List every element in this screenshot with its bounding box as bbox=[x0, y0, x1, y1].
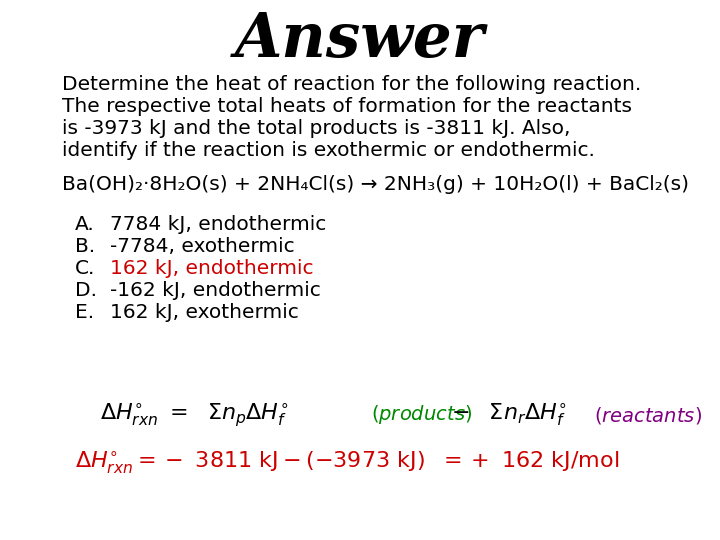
Text: The respective total heats of formation for the reactants: The respective total heats of formation … bbox=[62, 97, 632, 116]
Text: is -3973 kJ and the total products is -3811 kJ. Also,: is -3973 kJ and the total products is -3… bbox=[62, 119, 570, 138]
Text: $\it{\Delta H}_{rxn}^{\circ}$$ = - \ 3811\ \rm{kJ} - (-3973\ \rm{kJ})\ \ = + \ 1: $\it{\Delta H}_{rxn}^{\circ}$$ = - \ 381… bbox=[75, 450, 619, 476]
Text: Ba(OH)₂·8H₂O(s) + 2NH₄Cl(s) → 2NH₃(g) + 10H₂O(l) + BaCl₂(s): Ba(OH)₂·8H₂O(s) + 2NH₄Cl(s) → 2NH₃(g) + … bbox=[62, 175, 689, 194]
Text: $\it{(products)}$: $\it{(products)}$ bbox=[371, 403, 472, 427]
Text: 162 kJ, endothermic: 162 kJ, endothermic bbox=[110, 259, 313, 278]
Text: 7784 kJ, endothermic: 7784 kJ, endothermic bbox=[110, 215, 326, 234]
Text: D.: D. bbox=[75, 281, 97, 300]
Text: A.: A. bbox=[75, 215, 95, 234]
Text: E.: E. bbox=[75, 303, 94, 322]
Text: $\it{(reactants)}$: $\it{(reactants)}$ bbox=[594, 404, 702, 426]
Text: C.: C. bbox=[75, 259, 95, 278]
Text: B.: B. bbox=[75, 237, 95, 256]
Text: Determine the heat of reaction for the following reaction.: Determine the heat of reaction for the f… bbox=[62, 75, 642, 94]
Text: $\it{\ -\ \ \Sigma n_r \Delta H_f^{\circ}}$: $\it{\ -\ \ \Sigma n_r \Delta H_f^{\circ… bbox=[440, 402, 567, 428]
Text: -7784, exothermic: -7784, exothermic bbox=[110, 237, 294, 256]
Text: Answer: Answer bbox=[235, 10, 485, 70]
Text: $\it{\Delta H}_{rxn}^{\circ}$$\rm{\ =\ \ }$$\it{\Sigma n_p \Delta H_f^{\circ}}$: $\it{\Delta H}_{rxn}^{\circ}$$\rm{\ =\ \… bbox=[100, 401, 289, 429]
Text: -162 kJ, endothermic: -162 kJ, endothermic bbox=[110, 281, 320, 300]
Text: 162 kJ, exothermic: 162 kJ, exothermic bbox=[110, 303, 299, 322]
Text: identify if the reaction is exothermic or endothermic.: identify if the reaction is exothermic o… bbox=[62, 141, 595, 160]
